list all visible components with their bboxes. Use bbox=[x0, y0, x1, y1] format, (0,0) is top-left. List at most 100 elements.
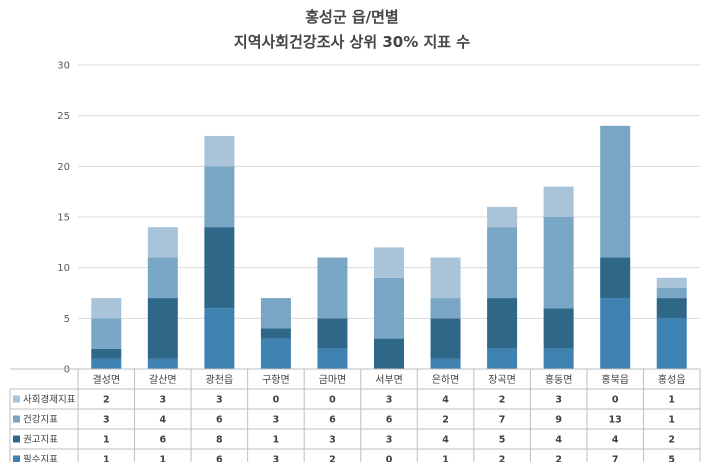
legend-swatch bbox=[13, 435, 20, 443]
x-tick-label: 서부면 bbox=[375, 374, 403, 386]
bar-segment bbox=[260, 328, 291, 339]
bar-segment bbox=[487, 298, 518, 349]
data-label: 2 bbox=[442, 415, 449, 426]
data-label: 5 bbox=[668, 455, 675, 462]
bar-segment bbox=[204, 308, 235, 369]
data-label: 2 bbox=[668, 435, 675, 446]
data-label: 3 bbox=[160, 395, 167, 406]
data-label: 1 bbox=[668, 395, 675, 406]
bar-segment bbox=[600, 257, 631, 299]
x-tick-label: 홍동면 bbox=[545, 373, 573, 386]
x-tick-label: 홍북읍 bbox=[601, 373, 629, 386]
y-tick-label: 10 bbox=[57, 263, 70, 274]
bar-segment bbox=[204, 227, 235, 309]
bar-segment bbox=[147, 358, 178, 369]
y-tick-label: 20 bbox=[57, 162, 70, 173]
data-label: 8 bbox=[216, 435, 223, 446]
bar-segment bbox=[260, 338, 291, 369]
data-label: 1 bbox=[103, 455, 110, 462]
x-tick-label: 갈산면 bbox=[149, 373, 177, 386]
data-label: 2 bbox=[499, 455, 506, 462]
bar-segment bbox=[204, 135, 235, 167]
data-label: 6 bbox=[386, 415, 393, 426]
bar-segment bbox=[374, 247, 404, 278]
data-label: 3 bbox=[216, 395, 223, 406]
bar-segment bbox=[91, 348, 122, 359]
x-tick-label: 구항면 bbox=[262, 374, 290, 386]
y-tick-label: 30 bbox=[57, 61, 70, 72]
data-label: 2 bbox=[499, 395, 506, 406]
data-label: 3 bbox=[329, 435, 336, 446]
data-label: 2 bbox=[555, 455, 562, 462]
bar-segment bbox=[543, 308, 574, 349]
bar-segment bbox=[487, 206, 518, 228]
bar-segment bbox=[374, 338, 404, 369]
data-label: 6 bbox=[160, 435, 167, 446]
bar-segment bbox=[91, 298, 122, 319]
bar-segment bbox=[656, 277, 687, 288]
bar-segment bbox=[543, 348, 574, 369]
data-label: 5 bbox=[499, 435, 506, 446]
bar-segment bbox=[430, 358, 461, 369]
data-label: 3 bbox=[273, 415, 280, 426]
bar-segment bbox=[543, 217, 574, 309]
x-tick-label: 광천읍 bbox=[206, 374, 234, 386]
data-label: 3 bbox=[273, 455, 280, 462]
bar-segment bbox=[317, 348, 348, 369]
x-tick-label: 홍성읍 bbox=[658, 373, 686, 386]
bar-segment bbox=[543, 186, 574, 217]
legend-entry: 사회경제지표 bbox=[23, 394, 76, 406]
x-tick-label: 은하면 bbox=[432, 373, 460, 386]
bar-segment bbox=[430, 257, 461, 299]
data-label: 4 bbox=[442, 395, 449, 406]
data-label: 1 bbox=[668, 415, 675, 426]
bar-segment bbox=[600, 125, 631, 258]
data-label: 6 bbox=[329, 415, 336, 426]
bar-segment bbox=[260, 298, 291, 329]
x-tick-label: 결성면 bbox=[92, 374, 120, 386]
legend-entry: 필수지표 bbox=[23, 454, 58, 462]
x-tick-label: 금마면 bbox=[319, 374, 347, 386]
data-label: 1 bbox=[103, 435, 110, 446]
chart-subtitle: 지역사회건강조사 상위 30% 지표 수 bbox=[234, 33, 470, 51]
data-label: 7 bbox=[499, 415, 506, 426]
y-axis: 0 5 10 15 20 25 30 bbox=[57, 61, 70, 376]
legend-swatch bbox=[13, 415, 20, 423]
x-tick-label: 장곡면 bbox=[488, 374, 516, 386]
bars bbox=[91, 125, 687, 369]
data-label: 0 bbox=[612, 395, 619, 406]
data-label: 7 bbox=[612, 455, 619, 462]
y-tick-label: 0 bbox=[64, 365, 70, 376]
data-label: 4 bbox=[160, 415, 167, 426]
data-label: 1 bbox=[273, 435, 280, 446]
data-label: 1 bbox=[160, 455, 167, 462]
bar-segment bbox=[374, 277, 404, 339]
data-label: 4 bbox=[612, 435, 619, 446]
data-label: 3 bbox=[386, 395, 393, 406]
bar-segment bbox=[317, 257, 348, 319]
y-tick-label: 5 bbox=[64, 314, 70, 325]
data-label: 2 bbox=[103, 395, 110, 406]
legend-swatch bbox=[13, 395, 20, 403]
data-label: 6 bbox=[216, 455, 223, 462]
bar-segment bbox=[430, 298, 461, 319]
bar-segment bbox=[147, 227, 178, 258]
data-label: 4 bbox=[442, 435, 449, 446]
bar-segment bbox=[487, 348, 518, 369]
data-label: 3 bbox=[555, 395, 562, 406]
data-label: 9 bbox=[555, 415, 562, 426]
bar-segment bbox=[91, 358, 122, 369]
data-label: 0 bbox=[329, 395, 336, 406]
data-label: 3 bbox=[386, 435, 393, 446]
data-label: 1 bbox=[442, 455, 449, 462]
bar-segment bbox=[487, 227, 518, 299]
y-tick-label: 15 bbox=[57, 213, 70, 224]
data-label: 0 bbox=[386, 455, 393, 462]
y-tick-label: 25 bbox=[57, 111, 70, 122]
bar-segment bbox=[204, 166, 235, 228]
chart-title: 홍성군 읍/면별 bbox=[305, 8, 399, 26]
bar-segment bbox=[656, 287, 687, 299]
legend-swatch bbox=[13, 455, 20, 462]
